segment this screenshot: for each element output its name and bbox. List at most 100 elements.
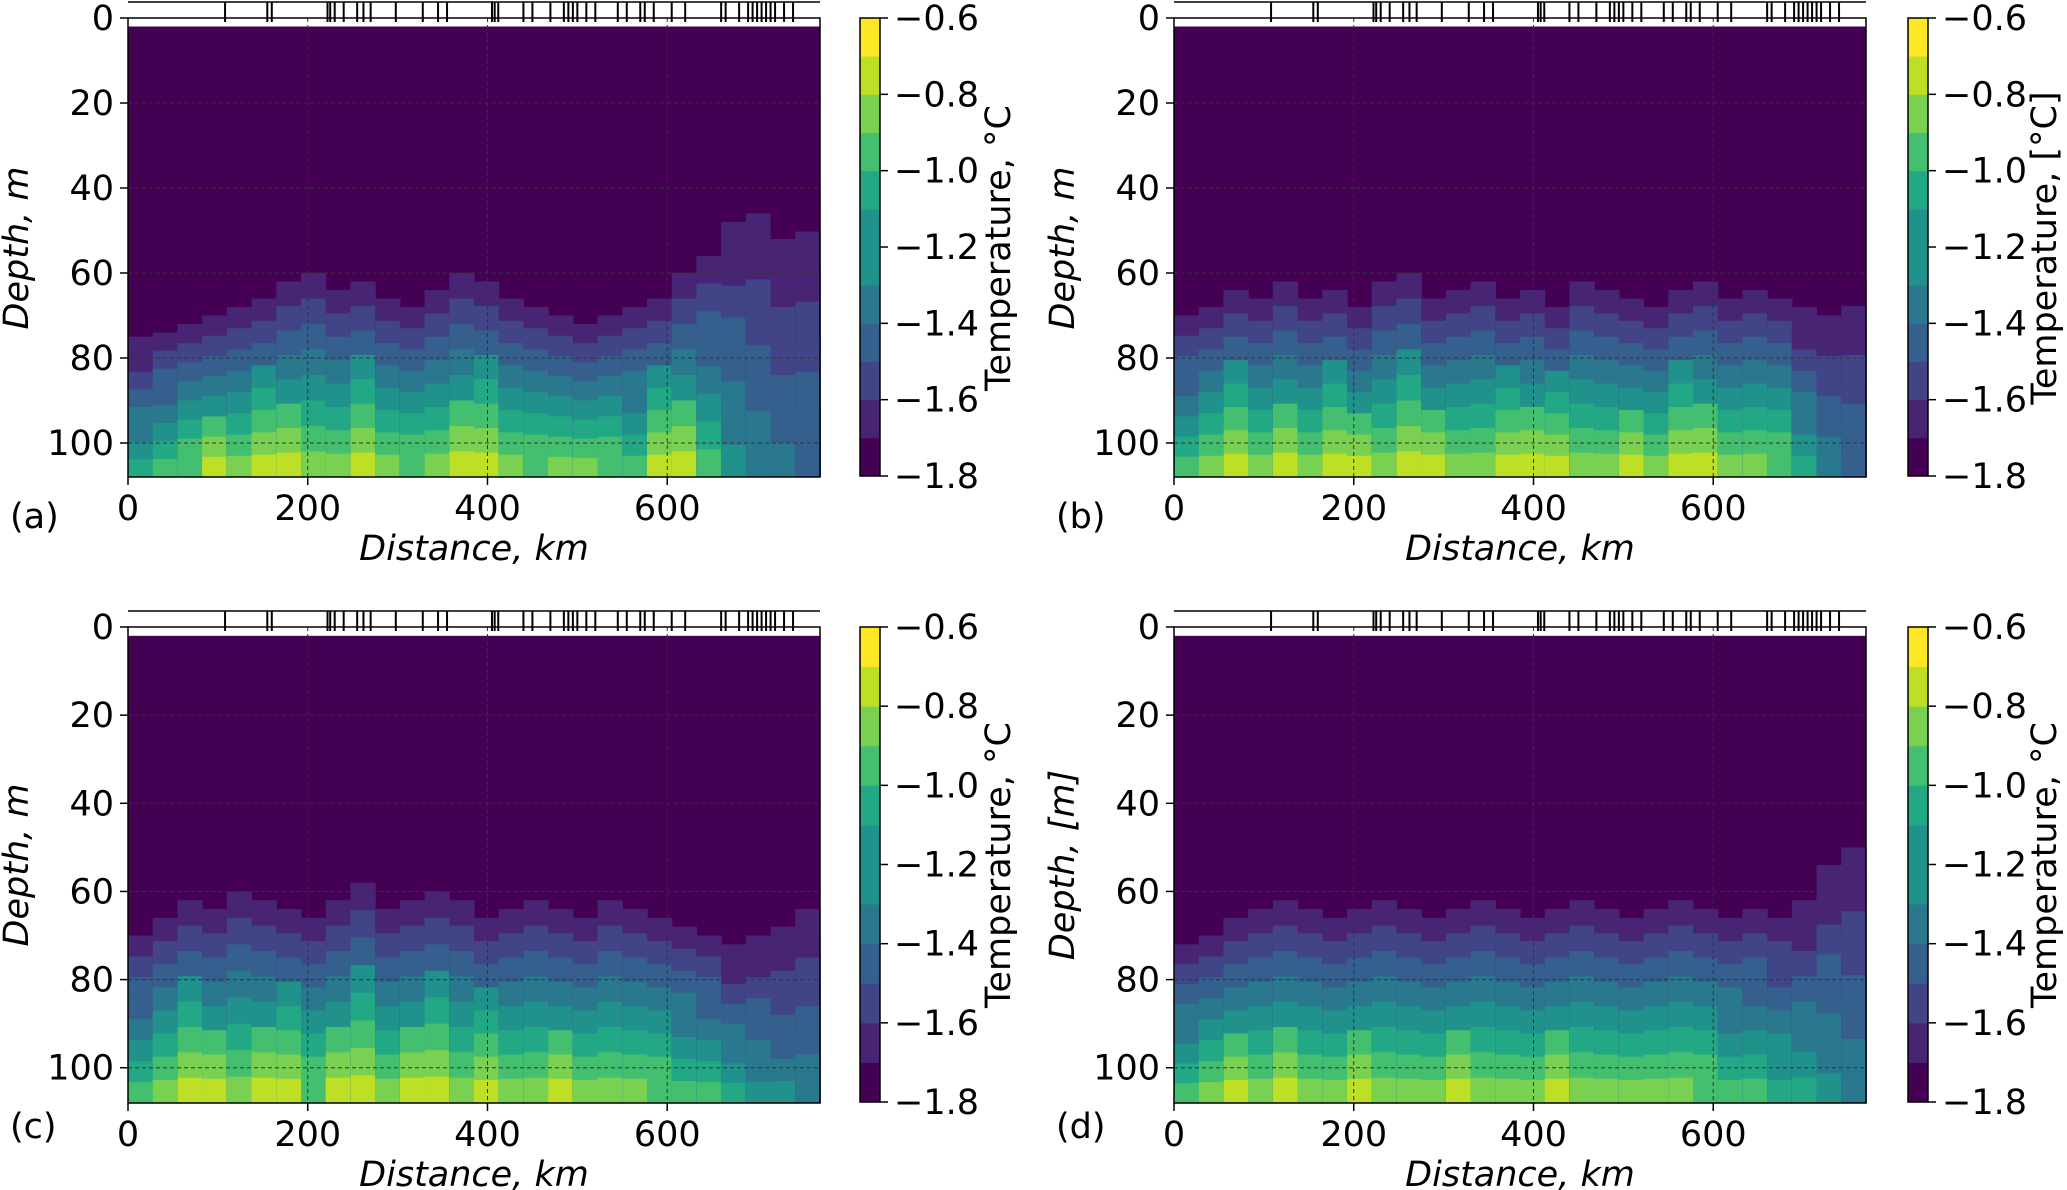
temperature-cell xyxy=(770,443,796,477)
temperature-cell xyxy=(572,457,599,478)
temperature-cell xyxy=(1272,452,1299,477)
temperature-cell xyxy=(1248,454,1274,477)
temperature-cell xyxy=(202,456,228,477)
colorbar-band xyxy=(860,285,880,324)
y-tick-label: 60 xyxy=(1115,872,1160,912)
temperature-cell xyxy=(696,449,722,478)
temperature-cell xyxy=(325,1077,352,1103)
temperature-cell xyxy=(1421,1079,1447,1103)
y-tick-label: 40 xyxy=(69,169,114,209)
colorbar-tick-label: −1.8 xyxy=(894,1083,979,1123)
temperature-cell xyxy=(325,453,352,478)
colorbar-tick-label: −1.6 xyxy=(1942,381,2027,421)
colorbar-band xyxy=(860,18,880,57)
temperature-cell xyxy=(1717,454,1744,477)
temperature-cell xyxy=(128,459,154,477)
temperature-cell xyxy=(226,455,253,477)
y-tick-label: 80 xyxy=(69,339,114,379)
temperature-cell xyxy=(671,451,698,477)
temperature-cell xyxy=(1198,455,1225,477)
temperature-cell xyxy=(1347,455,1373,477)
temperature-cell xyxy=(301,451,327,477)
colorbar-band xyxy=(1908,247,1928,286)
temperature-cell xyxy=(424,453,450,478)
colorbar-tick-label: −1.8 xyxy=(1942,1083,2027,1123)
colorbar-band xyxy=(860,94,880,133)
temperature-cell xyxy=(1841,1071,1867,1103)
colorbar-band xyxy=(860,983,880,1024)
temperature-cell xyxy=(671,1080,698,1103)
colorbar-band xyxy=(1908,627,1928,668)
panel-letter: (a) xyxy=(10,497,59,537)
colorbar-band xyxy=(1908,824,1928,865)
colorbar: −0.6 −0.8 −1.0 −1.2 −1.4 −1.6 −1.8 Temperature,… xyxy=(1907,0,2065,497)
temperature-cell xyxy=(399,455,426,477)
x-tick-label: 200 xyxy=(1320,489,1387,529)
colorbar-tick-label: −0.8 xyxy=(894,75,979,115)
colorbar-label: Temperature, [°C] xyxy=(2025,91,2065,405)
temperature-cell xyxy=(1618,1079,1645,1103)
y-tick-label: 20 xyxy=(69,696,114,736)
colorbar-band xyxy=(860,864,880,905)
colorbar-band xyxy=(1908,943,1928,984)
temperature-cell xyxy=(1643,455,1669,477)
colorbar-band xyxy=(860,170,880,210)
temperature-cell xyxy=(1569,1077,1595,1103)
x-tick-label: 200 xyxy=(274,1115,341,1155)
y-tick-label: 80 xyxy=(69,961,114,1001)
temperature-cell xyxy=(1841,452,1867,477)
panel-d: 0 200 400 600 0 20 40 60 80 100 Distance, km Depth,… xyxy=(1043,608,2065,1190)
colorbar-band xyxy=(1908,983,1928,1024)
panel-b: 0 200 400 600 0 20 40 60 80 100 Distance, km Depth,… xyxy=(1043,0,2065,569)
colorbar: −0.6 −0.8 −1.0 −1.2 −1.4 −1.6 −1.8 Temperature,… xyxy=(1907,608,2065,1123)
temperature-cell xyxy=(1544,455,1571,477)
temperature-cell xyxy=(1248,1078,1274,1103)
x-tick-label: 0 xyxy=(117,1115,139,1155)
colorbar-tick-label: −1.0 xyxy=(894,152,979,192)
x-tick-label: 0 xyxy=(1163,489,1185,529)
colorbar-tick-label: −1.2 xyxy=(1942,846,2027,886)
y-tick-label: 0 xyxy=(1138,0,1160,39)
y-tick-label: 60 xyxy=(69,254,114,294)
x-axis-label: Distance, km xyxy=(359,1155,589,1190)
axes-frame xyxy=(127,17,821,478)
colorbar-band xyxy=(860,824,880,865)
colorbar-band xyxy=(1908,208,1928,248)
colorbar-band xyxy=(860,323,880,362)
temperature-cell xyxy=(745,1082,772,1103)
temperature-cell xyxy=(1544,1078,1571,1103)
temperature-cell xyxy=(523,1077,549,1103)
temperature-cell xyxy=(1495,454,1521,477)
x-axis-label: Distance, km xyxy=(1405,1155,1635,1190)
colorbar-band xyxy=(1908,904,1928,945)
temperature-cell xyxy=(1174,1083,1200,1103)
colorbar-band xyxy=(1908,399,1928,439)
colorbar-band xyxy=(860,627,880,668)
temperature-cell xyxy=(1693,452,1719,477)
temperature-cell xyxy=(1520,453,1546,478)
y-tick-label: 100 xyxy=(47,424,114,464)
colorbar-tick-label: −1.4 xyxy=(1942,925,2027,965)
y-tick-label: 40 xyxy=(1115,784,1160,824)
temperature-cell xyxy=(548,456,574,477)
temperature-cell xyxy=(572,1079,599,1103)
temperature-cell xyxy=(128,1082,154,1103)
colorbar-band xyxy=(1908,361,1928,401)
colorbar-band xyxy=(860,361,880,401)
colorbar-band xyxy=(860,904,880,945)
colorbar-tick-label: −1.4 xyxy=(1942,304,2027,344)
colorbar-tick-label: −1.0 xyxy=(1942,766,2027,806)
temperature-cell xyxy=(1445,1078,1472,1103)
temperature-cell xyxy=(1618,454,1645,477)
panel-letter: (c) xyxy=(10,1107,57,1147)
x-tick-label: 600 xyxy=(1680,489,1747,529)
y-axis-label: Depth, m xyxy=(1043,167,1083,330)
temperature-cell xyxy=(399,1077,426,1103)
temperature-cell xyxy=(1421,454,1447,477)
temperature-cell xyxy=(251,1077,277,1103)
colorbar-band xyxy=(860,943,880,984)
temperature-cell xyxy=(152,458,179,477)
y-tick-label: 20 xyxy=(69,84,114,124)
temperature-cell xyxy=(548,1078,574,1103)
colorbar-tick-label: −1.8 xyxy=(1942,457,2027,497)
